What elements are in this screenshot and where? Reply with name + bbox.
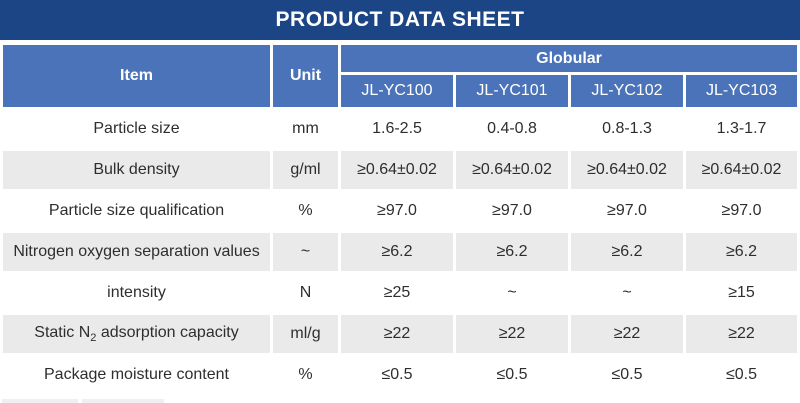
value-cell: ≥6.2 (571, 233, 683, 271)
item-cell: Bulk density (3, 151, 270, 189)
value-cell: ≥97.0 (686, 192, 798, 230)
page-title: PRODUCT DATA SHEET (275, 8, 525, 31)
value-cell: ≤0.5 (341, 356, 453, 394)
unit-cell: g/ml (273, 151, 338, 189)
unit-header-cell: Unit (273, 45, 338, 107)
table-header: Item Unit Globular JL-YC100 JL-YC101 JL-… (3, 45, 798, 107)
model-header-cell: JL-YC103 (686, 75, 798, 107)
value-cell: ≥22 (686, 315, 798, 353)
value-cell: ≥0.64±0.02 (686, 151, 798, 189)
unit-cell: N (273, 274, 338, 312)
value-cell: 1.3-1.7 (686, 110, 798, 148)
model-header-cell: JL-YC102 (571, 75, 683, 107)
value-cell: ≤0.5 (571, 356, 683, 394)
item-cell: Particle size (3, 110, 270, 148)
table-row: Static N2 adsorption capacity ml/g ≥22 ≥… (3, 315, 798, 353)
product-spec-table: Item Unit Globular JL-YC100 JL-YC101 JL-… (0, 42, 800, 397)
value-cell: 0.4-0.8 (456, 110, 568, 148)
value-cell: ≥22 (571, 315, 683, 353)
item-label-prefix: Static N (34, 323, 91, 341)
table-row: Nitrogen oxygen separation values ~ ≥6.2… (3, 233, 798, 271)
value-cell: ≥0.64±0.02 (571, 151, 683, 189)
value-cell: ≤0.5 (456, 356, 568, 394)
header-group-row: Item Unit Globular (3, 45, 798, 107)
value-cell: ≥0.64±0.02 (456, 151, 568, 189)
value-cell: ≥22 (456, 315, 568, 353)
value-cell: ≥97.0 (341, 192, 453, 230)
item-cell: Nitrogen oxygen separation values (3, 233, 270, 271)
value-cell: ≥0.64±0.02 (341, 151, 453, 189)
table-row: intensity N ≥25 ~ ~ ≥15 (3, 274, 798, 312)
model-header-cell: JL-YC101 (456, 75, 568, 107)
value-cell: ≥97.0 (456, 192, 568, 230)
value-cell: ≥22 (341, 315, 453, 353)
table-row: Package moisture content % ≤0.5 ≤0.5 ≤0.… (3, 356, 798, 394)
value-cell: ≥15 (686, 274, 798, 312)
partial-next-row (82, 399, 164, 403)
value-cell: ≥6.2 (456, 233, 568, 271)
table-row: Bulk density g/ml ≥0.64±0.02 ≥0.64±0.02 … (3, 151, 798, 189)
item-cell: Particle size qualification (3, 192, 270, 230)
table-row: Particle size mm 1.6-2.5 0.4-0.8 0.8-1.3… (3, 110, 798, 148)
value-cell: ~ (456, 274, 568, 312)
banner: PRODUCT DATA SHEET (0, 0, 800, 40)
value-cell: 0.8-1.3 (571, 110, 683, 148)
unit-cell: mm (273, 110, 338, 148)
value-cell: ≥6.2 (686, 233, 798, 271)
value-cell: ≥97.0 (571, 192, 683, 230)
item-label-suffix: adsorption capacity (96, 323, 239, 341)
partial-next-row (2, 399, 78, 403)
value-cell: 1.6-2.5 (341, 110, 453, 148)
value-cell: ≤0.5 (686, 356, 798, 394)
item-label-subscript: 2 (90, 332, 97, 345)
item-cell: Package moisture content (3, 356, 270, 394)
value-cell: ≥6.2 (341, 233, 453, 271)
value-cell: ~ (571, 274, 683, 312)
group-header-cell: Globular (341, 45, 798, 72)
unit-cell: % (273, 192, 338, 230)
header-model-row: JL-YC100 JL-YC101 JL-YC102 JL-YC103 (3, 75, 798, 107)
item-cell: intensity (3, 274, 270, 312)
item-cell: Static N2 adsorption capacity (3, 315, 270, 353)
item-header-cell: Item (3, 45, 270, 107)
value-cell: ≥25 (341, 274, 453, 312)
table-row: Particle size qualification % ≥97.0 ≥97.… (3, 192, 798, 230)
unit-cell: % (273, 356, 338, 394)
unit-cell: ~ (273, 233, 338, 271)
table-body: Particle size mm 1.6-2.5 0.4-0.8 0.8-1.3… (3, 110, 798, 394)
unit-cell: ml/g (273, 315, 338, 353)
model-header-cell: JL-YC100 (341, 75, 453, 107)
